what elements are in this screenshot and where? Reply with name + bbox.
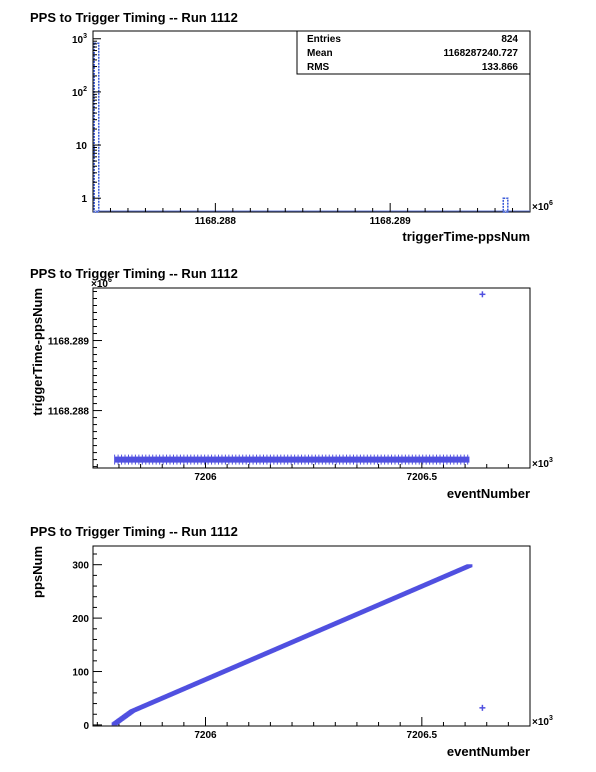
chart-1-x-multiplier: ×106 bbox=[532, 200, 553, 213]
stats-label-entries: Entries bbox=[307, 34, 341, 45]
chart-2-ylabel: triggerTime-ppsNum bbox=[30, 288, 45, 416]
histogram-bar-1 bbox=[502, 197, 509, 213]
chart-3-title: PPS to Trigger Timing -- Run 1112 bbox=[30, 524, 238, 539]
chart-1-title: PPS to Trigger Timing -- Run 1112 bbox=[30, 10, 238, 25]
chart-2-frame bbox=[92, 287, 531, 469]
chart-3-xlabel: eventNumber bbox=[447, 744, 530, 759]
stats-value-rms: 133.866 bbox=[482, 62, 519, 73]
chart-1-xtick-label-1: 1168.289 bbox=[370, 216, 412, 227]
chart-2-xtick-label-1: 7206.5 bbox=[407, 472, 438, 483]
chart-3-ylabel: ppsNum bbox=[30, 546, 45, 598]
stats-label-rms: RMS bbox=[307, 62, 330, 73]
chart-1-xtick-label-0: 1168.288 bbox=[195, 216, 237, 227]
chart-2-xlabel: eventNumber bbox=[447, 486, 530, 501]
chart-2-ytick-label-0: 1168.288 bbox=[48, 407, 90, 418]
chart-3-x-multiplier: ×103 bbox=[532, 715, 553, 728]
chart-1-ytick-label-0: 1 bbox=[81, 194, 87, 205]
chart-2-y-multiplier: ×106 bbox=[91, 277, 112, 290]
chart-2-title: PPS to Trigger Timing -- Run 1112 bbox=[30, 266, 238, 281]
chart-3-ytick-label-0: 0 bbox=[83, 721, 89, 732]
chart-3-ytick-label-3: 300 bbox=[72, 561, 89, 572]
chart-1-xlabel: triggerTime-ppsNum bbox=[402, 229, 530, 244]
chart-3-ytick-label-2: 200 bbox=[72, 614, 89, 625]
chart-3-outlier-point bbox=[479, 704, 486, 711]
chart-1-ytick-label-3: 103 bbox=[72, 33, 87, 46]
chart-2-ytick-label-1: 1168.289 bbox=[48, 337, 90, 348]
chart-2-series-band bbox=[114, 456, 470, 463]
chart-3-xtick-label-0: 7206 bbox=[194, 730, 217, 741]
chart-2-outlier-point bbox=[479, 291, 486, 298]
stats-value-entries: 824 bbox=[501, 34, 518, 45]
chart-2-x-multiplier: ×103 bbox=[532, 457, 553, 470]
chart-3-ytick-label-1: 100 bbox=[72, 668, 89, 679]
chart-1-ytick-label-2: 102 bbox=[72, 86, 87, 99]
chart-3-frame bbox=[92, 545, 531, 727]
stats-label-mean: Mean bbox=[307, 48, 333, 59]
chart-3-xtick-label-1: 7206.5 bbox=[407, 730, 438, 741]
chart-2-xtick-label-0: 7206 bbox=[194, 472, 217, 483]
stats-value-mean: 1168287240.727 bbox=[443, 48, 518, 59]
histogram-bar-0 bbox=[93, 42, 100, 213]
chart-1-ytick-label-1: 10 bbox=[76, 141, 88, 152]
stats-box bbox=[296, 30, 531, 75]
